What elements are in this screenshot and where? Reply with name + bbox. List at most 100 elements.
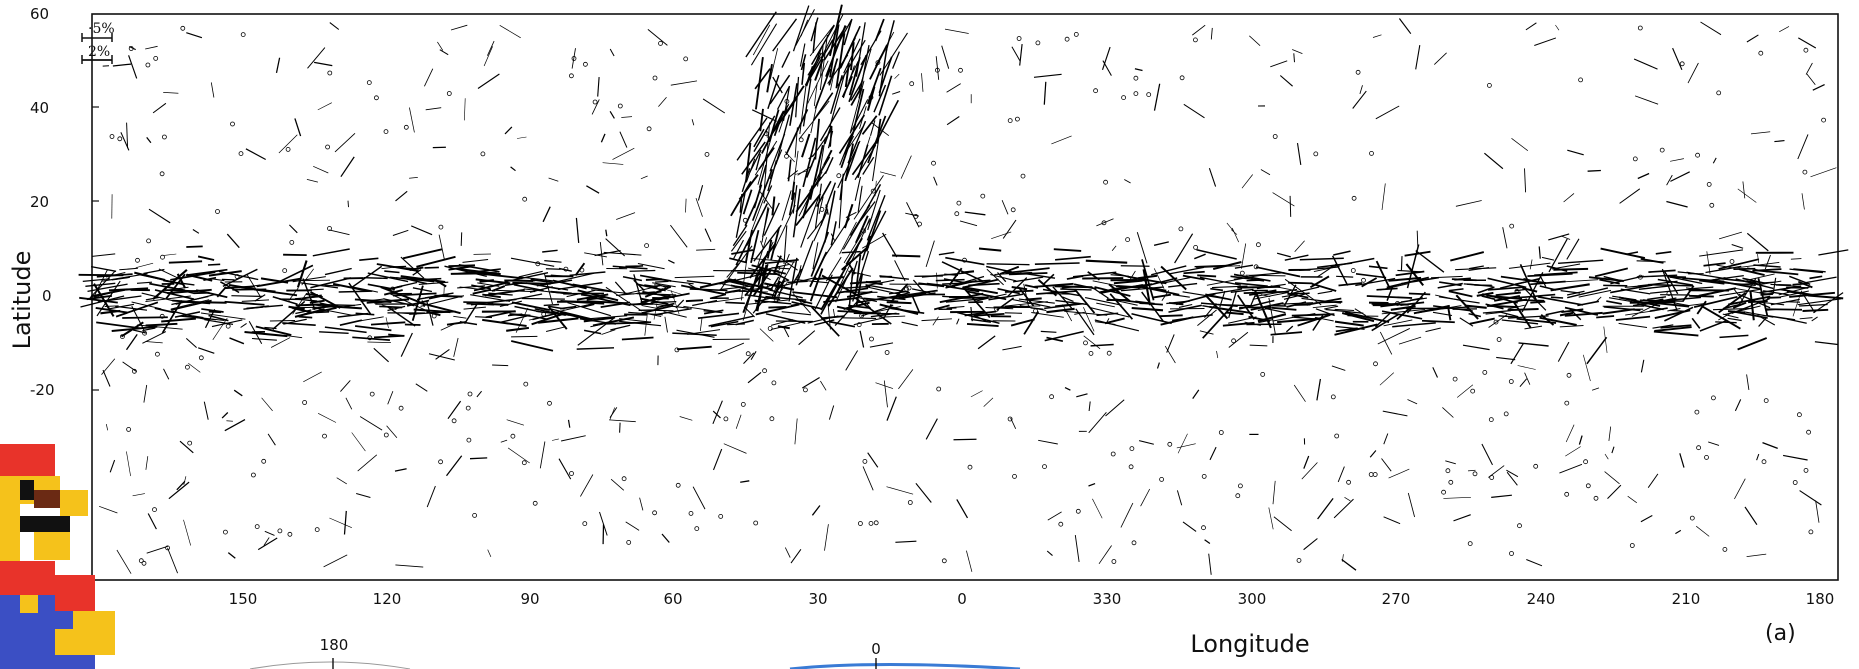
polarization-vector [548, 307, 593, 320]
unpolarized-marker [873, 520, 879, 526]
unpolarized-marker [718, 514, 724, 519]
polarization-vector [1244, 321, 1262, 327]
polarization-vector [1296, 143, 1302, 165]
polarization-vector [317, 413, 337, 423]
polarization-vector [1054, 285, 1093, 289]
polarization-vector [145, 456, 149, 470]
polarization-vector [685, 299, 704, 303]
polarization-vector [1333, 498, 1354, 519]
unpolarized-marker [745, 351, 751, 357]
polarization-vector [1664, 306, 1694, 322]
unpolarized-marker [704, 151, 710, 157]
polarization-vector [1757, 254, 1760, 263]
polarization-vector [848, 270, 872, 277]
polarization-vector [163, 279, 184, 286]
polarization-vector [1388, 468, 1410, 479]
polarization-vector [1334, 320, 1364, 327]
polarization-vector [827, 130, 834, 149]
polarization-vector [964, 310, 997, 317]
polarization-vector [395, 190, 408, 202]
polarization-vector [1153, 293, 1172, 299]
polarization-vector [288, 287, 299, 301]
polarization-vector [145, 296, 160, 301]
polarization-vector [592, 316, 635, 327]
polarization-vector [661, 287, 683, 295]
polarization-vector [770, 322, 801, 330]
lower-panel-label-180: 180 [320, 636, 349, 654]
polarization-vector [807, 60, 829, 104]
unpolarized-marker [1131, 540, 1137, 546]
polarization-vector [874, 180, 877, 197]
unpolarized-marker [592, 99, 598, 105]
polarization-vector [1541, 256, 1555, 261]
polarization-vector [135, 262, 154, 269]
unpolarized-marker [658, 41, 663, 46]
polarization-vector [745, 142, 752, 181]
polarization-vector [794, 418, 798, 445]
polarization-vector [168, 481, 190, 500]
polarization-vector [183, 476, 187, 485]
polarization-vector [655, 280, 669, 283]
polarization-vector [1619, 188, 1641, 204]
polarization-vector [807, 53, 822, 76]
polarization-vector [594, 250, 621, 257]
polarization-vector [848, 54, 868, 103]
polarization-vector [1476, 291, 1494, 297]
polarization-vector [1164, 345, 1176, 364]
polarization-vector [267, 433, 276, 446]
polarization-vector [827, 303, 831, 330]
polarization-vector [769, 98, 798, 138]
polarization-vector [1312, 315, 1324, 331]
polarization-vector [1331, 365, 1346, 371]
x-tick-label: 210 [1672, 590, 1701, 608]
polarization-vector [761, 206, 769, 243]
polarization-vector [221, 412, 229, 419]
unpolarized-marker [1201, 473, 1207, 479]
polarization-vector [1375, 105, 1400, 120]
polarization-vector [460, 232, 463, 246]
polarization-vector [1226, 222, 1235, 232]
polarization-vector [1526, 559, 1543, 567]
unpolarized-marker [569, 471, 574, 476]
polarization-vector [145, 45, 158, 50]
polarization-vector [367, 341, 391, 343]
polarization-vector [963, 278, 999, 289]
polarization-vector [1209, 446, 1217, 461]
polarization-vector [1719, 288, 1761, 297]
polarization-vector [145, 322, 178, 327]
polarization-vector [1074, 535, 1080, 562]
polarization-vector [1615, 315, 1651, 321]
polarization-vector [670, 290, 680, 315]
polarization-vector [1192, 24, 1206, 36]
polarization-vector [132, 493, 145, 497]
polarization-vector [1445, 460, 1456, 465]
polarization-vector [755, 153, 762, 171]
polarization-vector [1448, 288, 1464, 292]
polarization-vector [810, 24, 835, 65]
polarization-vector [1525, 22, 1537, 31]
polarization-vector [1344, 496, 1351, 502]
polarization-vector [753, 128, 765, 148]
polarization-vector [1425, 327, 1441, 333]
polarization-vector [240, 322, 247, 328]
polarization-vector [770, 227, 780, 261]
polarization-vector [1737, 337, 1768, 351]
polarization-vector [1115, 285, 1139, 289]
polarization-vector [434, 294, 463, 298]
polarization-vector [1566, 238, 1580, 260]
unpolarized-marker [446, 91, 452, 96]
polarization-vector [1455, 200, 1482, 207]
polarization-vector [558, 267, 572, 272]
polarization-vector [1718, 280, 1762, 290]
polarization-vector [1802, 308, 1829, 312]
polarization-vector [1790, 258, 1802, 260]
unpolarized-marker [467, 391, 473, 397]
polarization-vector [148, 208, 171, 224]
unpolarized-marker [145, 62, 151, 68]
polarization-vector [1706, 277, 1726, 282]
unpolarized-marker [1330, 394, 1336, 400]
polarization-vector [1693, 286, 1714, 290]
polarization-vector [1404, 250, 1431, 257]
polarization-vector [1331, 255, 1349, 286]
polarization-vector [1719, 334, 1749, 339]
